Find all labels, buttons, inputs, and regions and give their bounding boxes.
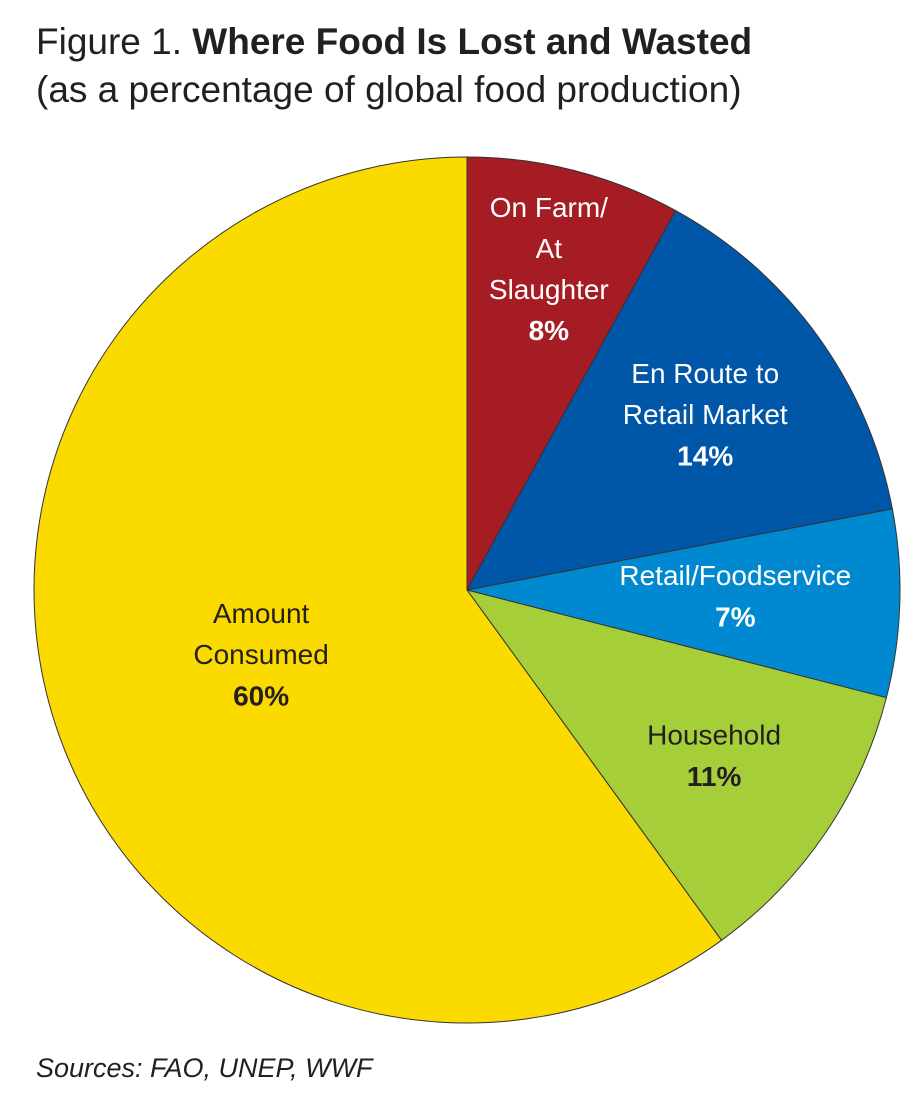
pie-slice <box>466 209 893 591</box>
pie-slice <box>466 156 677 591</box>
title-main: Where Food Is Lost and Wasted <box>192 21 752 62</box>
pie-slice <box>33 156 723 1024</box>
title-prefix: Figure 1. <box>36 21 182 62</box>
pie-slice <box>465 589 888 942</box>
pie-slice <box>466 508 901 699</box>
value-label: 11% <box>687 761 742 792</box>
chart-title: Figure 1. Where Food Is Lost and Wasted <box>36 21 752 62</box>
value-label: 8% <box>529 315 570 346</box>
source-note: Sources: FAO, UNEP, WWF <box>36 1053 374 1083</box>
value-label: 7% <box>715 601 756 632</box>
slice-label: Amount Consumed <box>193 598 328 670</box>
slice-label: En Route to Retail Market <box>623 358 788 430</box>
slice-label: Retail/Foodservice <box>619 560 851 591</box>
value-label: 60% <box>233 680 289 711</box>
slice-label: On Farm/At Slaughter <box>489 192 609 305</box>
slice-label: Household <box>647 720 781 751</box>
value-label: 14% <box>677 440 733 471</box>
pie: On Farm/At Slaughter 8% En Route to Retail M… <box>33 156 901 1024</box>
chart-subtitle: (as a percentage of global food producti… <box>36 69 742 110</box>
